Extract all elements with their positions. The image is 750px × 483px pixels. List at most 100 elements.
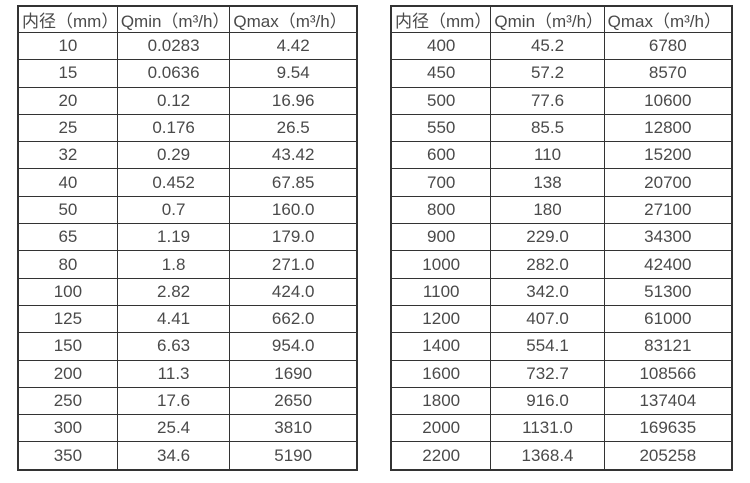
data-cell: 40	[17, 168, 118, 197]
table-row: 1600 732.7 108566	[390, 359, 733, 388]
data-cell: 15200	[603, 141, 733, 170]
header-row: 内径（mm） Qmin（m³/h） Qmax（m³/h）	[17, 5, 358, 33]
data-cell: 2200	[390, 441, 492, 471]
table-row: 250 17.6 2650	[17, 386, 358, 416]
data-cell: 0.452	[116, 168, 231, 197]
table-row: 500 77.6 10600	[390, 86, 733, 115]
table-row: 1200 407.0 61000	[390, 304, 733, 334]
data-cell: 10	[17, 31, 118, 61]
table-row: 100 2.82 424.0	[17, 277, 358, 306]
header-cell: 内径（mm）	[17, 5, 118, 33]
data-cell: 61000	[603, 304, 733, 334]
table-body: 400 45.2 6780 450 57.2 8570 500 77.6 10600 550 85.…	[390, 31, 733, 471]
data-cell: 179.0	[229, 223, 358, 252]
header-row: 内径（mm） Qmin（m³/h） Qmax（m³/h）	[390, 5, 733, 33]
data-cell: 125	[17, 304, 118, 334]
data-cell: 205258	[603, 441, 733, 471]
data-cell: 77.6	[490, 86, 605, 115]
data-cell: 350	[17, 441, 118, 471]
data-cell: 50	[17, 195, 118, 225]
table-row: 600 110 15200	[390, 141, 733, 170]
data-cell: 80	[17, 250, 118, 279]
data-cell: 1.19	[116, 223, 231, 252]
data-cell: 300	[17, 414, 118, 443]
data-cell: 6780	[603, 31, 733, 61]
header-cell: 内径（mm）	[390, 5, 492, 33]
table-row: 50 0.7 160.0	[17, 195, 358, 225]
data-cell: 4.41	[116, 304, 231, 334]
data-cell: 12800	[603, 113, 733, 143]
header-cell: Qmax（m³/h）	[603, 5, 733, 33]
data-cell: 2650	[229, 386, 358, 416]
data-cell: 27100	[603, 195, 733, 225]
header-cell: Qmin（m³/h）	[116, 5, 231, 33]
data-cell: 732.7	[490, 359, 605, 388]
table-row: 550 85.5 12800	[390, 113, 733, 143]
table-row: 15 0.0636 9.54	[17, 59, 358, 88]
data-cell: 1400	[390, 332, 492, 361]
data-cell: 57.2	[490, 59, 605, 88]
table-row: 10 0.0283 4.42	[17, 31, 358, 61]
table-row: 700 138 20700	[390, 168, 733, 197]
data-cell: 137404	[603, 386, 733, 416]
data-cell: 900	[390, 223, 492, 252]
table-header: 内径（mm） Qmin（m³/h） Qmax（m³/h）	[390, 5, 733, 33]
table-row: 32 0.29 43.42	[17, 141, 358, 170]
data-cell: 67.85	[229, 168, 358, 197]
table-row: 125 4.41 662.0	[17, 304, 358, 334]
data-cell: 83121	[603, 332, 733, 361]
data-cell: 0.0283	[116, 31, 231, 61]
data-cell: 16.96	[229, 86, 358, 115]
data-cell: 0.29	[116, 141, 231, 170]
data-cell: 0.0636	[116, 59, 231, 88]
data-cell: 0.7	[116, 195, 231, 225]
data-cell: 0.176	[116, 113, 231, 143]
data-cell: 550	[390, 113, 492, 143]
data-cell: 2000	[390, 414, 492, 443]
data-cell: 1368.4	[490, 441, 605, 471]
data-cell: 17.6	[116, 386, 231, 416]
data-cell: 554.1	[490, 332, 605, 361]
data-cell: 32	[17, 141, 118, 170]
data-cell: 9.54	[229, 59, 358, 88]
data-cell: 26.5	[229, 113, 358, 143]
data-cell: 43.42	[229, 141, 358, 170]
data-cell: 34.6	[116, 441, 231, 471]
data-cell: 342.0	[490, 277, 605, 306]
data-cell: 180	[490, 195, 605, 225]
flow-rate-table-left: 内径（mm） Qmin（m³/h） Qmax（m³/h） 10 0.0283 4.42 1…	[17, 5, 358, 471]
data-cell: 10600	[603, 86, 733, 115]
header-cell: Qmax（m³/h）	[229, 5, 358, 33]
data-cell: 800	[390, 195, 492, 225]
data-cell: 20	[17, 86, 118, 115]
data-cell: 250	[17, 386, 118, 416]
data-cell: 42400	[603, 250, 733, 279]
table-row: 65 1.19 179.0	[17, 223, 358, 252]
data-cell: 1690	[229, 359, 358, 388]
data-cell: 916.0	[490, 386, 605, 416]
data-cell: 450	[390, 59, 492, 88]
data-cell: 407.0	[490, 304, 605, 334]
table-row: 900 229.0 34300	[390, 223, 733, 252]
data-cell: 15	[17, 59, 118, 88]
data-cell: 108566	[603, 359, 733, 388]
table-row: 1000 282.0 42400	[390, 250, 733, 279]
data-cell: 3810	[229, 414, 358, 443]
table-row: 20 0.12 16.96	[17, 86, 358, 115]
data-cell: 34300	[603, 223, 733, 252]
data-cell: 200	[17, 359, 118, 388]
table-header: 内径（mm） Qmin（m³/h） Qmax（m³/h）	[17, 5, 358, 33]
data-cell: 2.82	[116, 277, 231, 306]
table-row: 400 45.2 6780	[390, 31, 733, 61]
data-cell: 500	[390, 86, 492, 115]
data-cell: 1600	[390, 359, 492, 388]
data-cell: 65	[17, 223, 118, 252]
table-row: 40 0.452 67.85	[17, 168, 358, 197]
data-cell: 20700	[603, 168, 733, 197]
table-row: 25 0.176 26.5	[17, 113, 358, 143]
data-cell: 424.0	[229, 277, 358, 306]
table-row: 350 34.6 5190	[17, 441, 358, 471]
table-row: 1400 554.1 83121	[390, 332, 733, 361]
data-cell: 100	[17, 277, 118, 306]
